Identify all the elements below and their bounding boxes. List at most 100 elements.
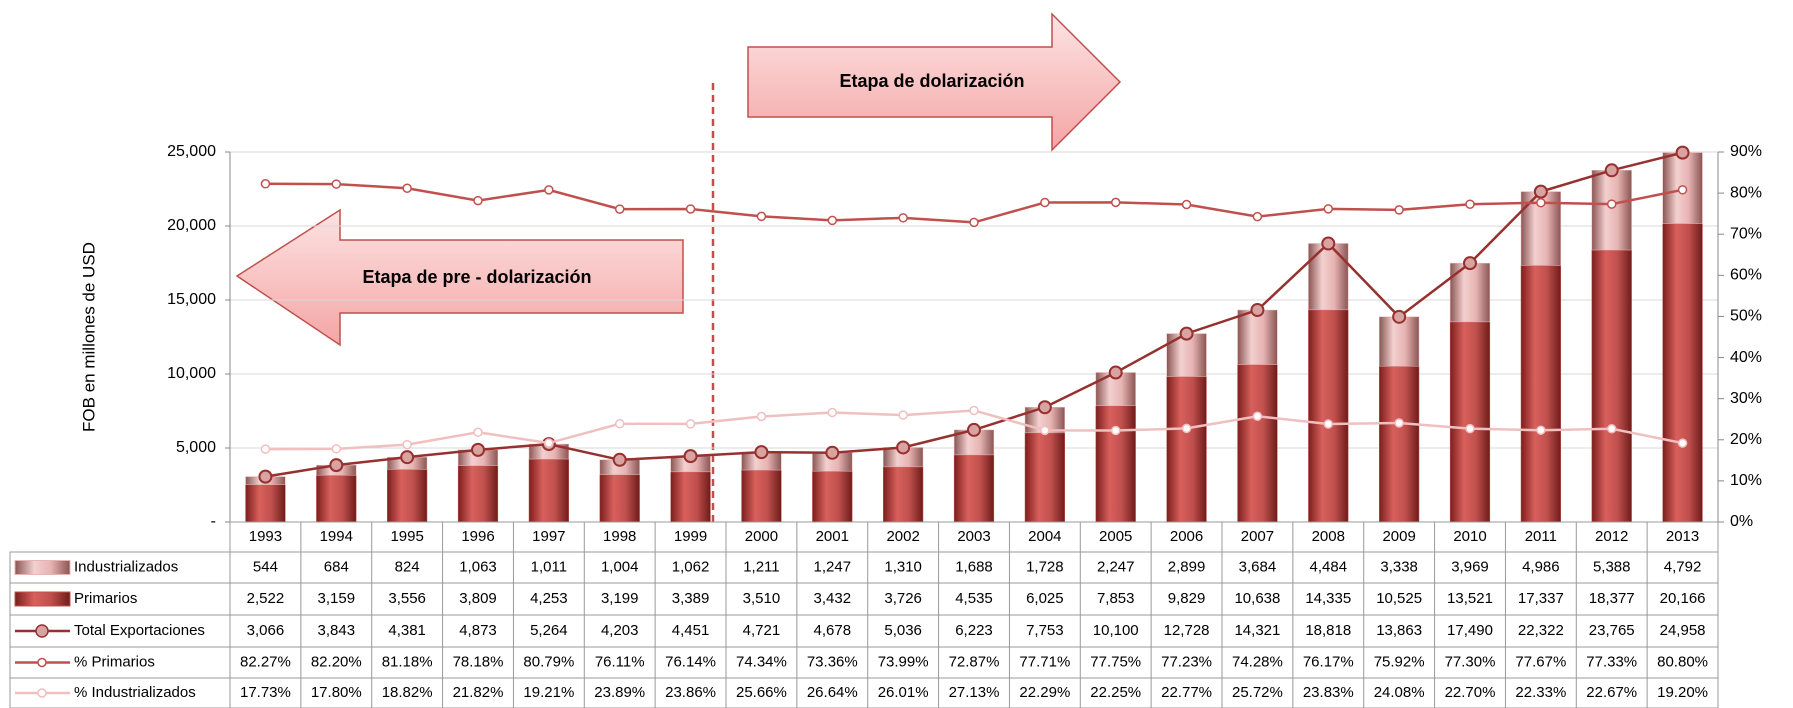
- x-tick-label: 2012: [1595, 528, 1628, 545]
- table-cell: 18,818: [1305, 622, 1351, 639]
- point: [685, 204, 696, 214]
- table-cell: 74.34%: [736, 653, 787, 670]
- point: [1677, 438, 1688, 448]
- y-tick-label: -: [211, 513, 216, 530]
- y2-tick-label: 10%: [1730, 472, 1762, 489]
- table-cell: 17.80%: [311, 684, 362, 701]
- point: [614, 204, 625, 214]
- table-cell: 1,011: [531, 558, 567, 575]
- point: [471, 442, 485, 457]
- table-cell: 13,863: [1376, 622, 1422, 639]
- table-cell: 20,166: [1660, 590, 1706, 607]
- point: [898, 213, 908, 223]
- legend-swatch: [14, 560, 71, 575]
- table-cell: 22.67%: [1586, 684, 1637, 701]
- bar: [528, 458, 569, 523]
- y-axis-label: FOB en millones de USD: [79, 242, 98, 432]
- table-cell: 544: [253, 558, 278, 575]
- point: [969, 405, 979, 416]
- table-cell: 76.11%: [595, 653, 645, 670]
- point: [612, 452, 627, 467]
- table-cell: 4,873: [459, 622, 497, 639]
- table-cell: 1,063: [459, 558, 497, 575]
- point: [898, 410, 908, 420]
- table-cell: 82.20%: [311, 653, 362, 670]
- table-cell: 3,843: [318, 622, 356, 639]
- point: [614, 419, 625, 429]
- table-cell: 4,986: [1522, 558, 1560, 575]
- bar: [741, 469, 782, 523]
- bar: [1379, 316, 1420, 367]
- bar: [670, 471, 711, 523]
- table-cell: 1,728: [1026, 558, 1064, 575]
- point: [1179, 326, 1194, 341]
- bar: [1591, 249, 1632, 523]
- point: [1677, 185, 1688, 195]
- point: [756, 411, 767, 422]
- table-cell: 4,535: [955, 590, 993, 607]
- x-tick-label: 2006: [1170, 528, 1203, 545]
- y2-tick-label: 30%: [1730, 390, 1762, 407]
- point: [1252, 211, 1263, 222]
- table-cell: 22.25%: [1090, 684, 1141, 701]
- table-cell: 3,159: [318, 590, 356, 607]
- annotation: Etapa de pre - dolarización: [362, 267, 591, 287]
- x-tick-label: 2001: [816, 528, 849, 545]
- point: [754, 445, 769, 460]
- point: [683, 449, 698, 464]
- table-cell: 6,025: [1026, 590, 1064, 607]
- point: [258, 469, 273, 484]
- table-cell: 4,792: [1664, 558, 1702, 575]
- table-cell: 77.71%: [1019, 653, 1070, 670]
- table-cell: 19.21%: [523, 684, 574, 701]
- x-tick-label: 1996: [461, 528, 494, 545]
- table-cell: 80.79%: [523, 653, 574, 670]
- x-tick-label: 2002: [886, 528, 919, 545]
- table-cell: 23.89%: [594, 684, 645, 701]
- legend-marker: [37, 688, 47, 698]
- x-tick-label: 2003: [957, 528, 990, 545]
- table-cell: 24.08%: [1374, 684, 1425, 701]
- table-cell: 17.73%: [240, 684, 291, 701]
- table-cell: 3,338: [1380, 558, 1418, 575]
- point: [1606, 424, 1617, 434]
- table-cell: 75.92%: [1374, 653, 1425, 670]
- point: [756, 211, 767, 222]
- point: [1394, 205, 1404, 215]
- table-cell: 77.33%: [1586, 653, 1637, 670]
- table-cell: 19.20%: [1657, 684, 1708, 701]
- bar: [812, 470, 853, 523]
- y-tick-label: 5,000: [176, 439, 216, 456]
- table-cell: 3,066: [247, 622, 285, 639]
- table-cell: 684: [324, 558, 349, 575]
- table-cell: 3,809: [459, 590, 497, 607]
- table-cell: 4,203: [601, 622, 639, 639]
- table-cell: 4,451: [672, 622, 710, 639]
- table-cell: 6,223: [955, 622, 993, 639]
- x-tick-label: 1997: [532, 528, 565, 545]
- table-cell: 23.83%: [1303, 684, 1354, 701]
- table-cell: 1,688: [955, 558, 993, 575]
- y2-tick-label: 80%: [1730, 184, 1762, 201]
- point: [400, 450, 415, 465]
- table-cell: 17,490: [1447, 622, 1493, 639]
- legend-marker: [35, 624, 49, 638]
- point: [260, 444, 271, 454]
- y-tick-label: 25,000: [167, 143, 216, 160]
- point: [1110, 197, 1121, 208]
- bar: [1024, 432, 1065, 523]
- table-cell: 21.82%: [453, 684, 504, 701]
- table-cell: 13,521: [1447, 590, 1493, 607]
- bar: [457, 465, 499, 523]
- point: [1321, 236, 1336, 251]
- table-cell: 76.17%: [1303, 653, 1354, 670]
- bar: [883, 466, 924, 523]
- arrow-right: [747, 12, 1122, 152]
- x-tick-label: 1995: [390, 528, 423, 545]
- table-cell: 78.18%: [453, 653, 504, 670]
- x-tick-label: 2005: [1099, 528, 1132, 545]
- point: [544, 185, 554, 195]
- point: [1323, 419, 1334, 429]
- point: [1465, 199, 1475, 209]
